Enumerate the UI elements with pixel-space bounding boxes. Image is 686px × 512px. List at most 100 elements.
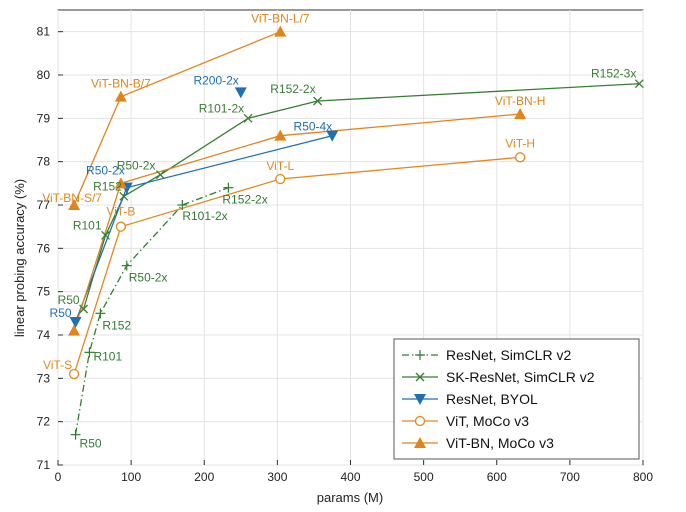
x-marker <box>119 191 129 201</box>
point-label: R152-2x <box>222 193 267 207</box>
y-tick-label: 78 <box>37 155 51 169</box>
y-tick-label: 71 <box>37 458 51 472</box>
x-marker <box>313 96 323 106</box>
plus-marker <box>415 350 425 360</box>
point-label: R101 <box>93 349 122 363</box>
series-markers <box>68 25 644 440</box>
x-tick-label: 100 <box>121 470 141 484</box>
triangle-up-marker <box>68 324 81 336</box>
x-marker-b <box>415 372 425 382</box>
y-axis-label: linear probing accuracy (%) <box>12 179 27 337</box>
point-label: R50 <box>80 437 102 451</box>
triangle-up-marker <box>414 437 426 448</box>
series-line <box>73 113 521 331</box>
point-label: ViT-S <box>43 358 72 372</box>
legend: ResNet, SimCLR v2 SK-ResNet, SimCLR v2 Res… <box>393 338 640 460</box>
triangle-up-marker <box>274 25 287 37</box>
axis-ticks: 0 100 200 300 400 500 600 700 800 71 72 73 74 75 76 77 7… <box>37 25 654 484</box>
x-marker <box>155 170 165 180</box>
point-label: R50-2x <box>86 164 125 178</box>
circle-marker <box>275 173 286 185</box>
triangle-up-marker <box>514 108 527 119</box>
triangle-up-marker <box>114 90 127 102</box>
y-tick-label: 72 <box>37 415 51 429</box>
point-label: R152-2x <box>270 82 315 96</box>
x-tick-label: 0 <box>55 470 62 484</box>
triangle-down-marker <box>69 317 82 328</box>
point-labels: R50R101R152R50-2xR101-2xR152-2xR50R101R1… <box>42 12 636 451</box>
legend-label: ResNet, SimCLR v2 <box>446 347 571 363</box>
legend-label: ViT, MoCo v3 <box>446 413 529 429</box>
x-marker-b <box>634 79 644 89</box>
plus-marker <box>95 308 106 319</box>
y-tick-label: 74 <box>37 328 51 342</box>
point-label: ViT-BN-L/7 <box>251 12 310 26</box>
triangle-up-marker <box>274 129 287 141</box>
y-tick-label: 76 <box>37 241 51 255</box>
x-tick-label: 300 <box>267 470 287 484</box>
circle-marker <box>115 221 127 232</box>
circle-marker <box>414 415 426 427</box>
point-label: R152-3x <box>591 67 636 81</box>
series-line <box>74 187 229 435</box>
point-label: R50-2x <box>129 271 168 285</box>
x-tick-label: 200 <box>194 470 214 484</box>
x-marker <box>243 113 253 123</box>
y-tick-label: 73 <box>37 371 51 385</box>
x-marker <box>101 230 110 240</box>
x-tick-label: 500 <box>414 470 434 484</box>
point-label: R152 <box>102 318 131 332</box>
x-marker-b <box>243 113 253 123</box>
point-label: R50 <box>50 306 72 320</box>
point-label: R200-2x <box>193 73 238 87</box>
point-label: R50-2x <box>117 159 156 173</box>
legend-label: SK-ResNet, SimCLR v2 <box>446 369 595 385</box>
series-line <box>73 156 521 375</box>
plus-marker <box>223 182 234 193</box>
triangle-up-marker <box>68 199 81 210</box>
plus-marker <box>84 347 95 358</box>
x-marker-b <box>119 191 129 201</box>
x-marker-b <box>313 96 323 106</box>
y-tick-label: 80 <box>37 68 51 82</box>
circle-marker <box>515 152 526 163</box>
triangle-up-marker <box>114 177 127 189</box>
circle-marker <box>68 368 80 380</box>
x-marker <box>415 372 425 382</box>
y-tick-label: 79 <box>37 111 51 125</box>
triangle-down-marker <box>326 130 339 142</box>
y-tick-label: 81 <box>37 25 51 39</box>
point-label: R101 <box>73 218 102 232</box>
x-marker-b <box>155 170 165 180</box>
point-label: ViT-BN-H <box>495 94 545 108</box>
plus-marker <box>177 200 188 210</box>
point-label: R101-2x <box>182 209 227 223</box>
point-label: R50 <box>58 293 80 307</box>
plus-marker <box>70 429 81 440</box>
point-label: ViT-BN-S/7 <box>42 191 102 205</box>
point-label: R152 <box>93 179 122 193</box>
x-axis-label: params (M) <box>317 490 383 505</box>
x-tick-label: 600 <box>487 470 507 484</box>
legend-label: ViT-BN, MoCo v3 <box>446 435 554 451</box>
plus-marker <box>121 260 132 271</box>
point-label: ViT-B <box>106 205 135 219</box>
point-label: ViT-H <box>505 136 535 150</box>
x-marker-b <box>79 304 89 314</box>
x-marker <box>79 304 89 314</box>
point-label: R101-2x <box>199 101 244 115</box>
y-tick-label: 75 <box>37 285 51 299</box>
legend-label: ResNet, BYOL <box>446 391 538 407</box>
point-label: R50-4x <box>294 120 333 134</box>
x-marker <box>634 79 644 89</box>
triangle-down-marker <box>414 394 426 405</box>
triangle-down-marker <box>234 87 247 99</box>
y-tick-label: 77 <box>37 198 51 212</box>
x-marker-b <box>101 230 110 240</box>
point-label: ViT-L <box>266 159 294 173</box>
x-tick-label: 700 <box>560 470 580 484</box>
point-label: ViT-BN-B/7 <box>91 77 151 91</box>
x-tick-label: 800 <box>633 470 653 484</box>
x-tick-label: 400 <box>340 470 360 484</box>
